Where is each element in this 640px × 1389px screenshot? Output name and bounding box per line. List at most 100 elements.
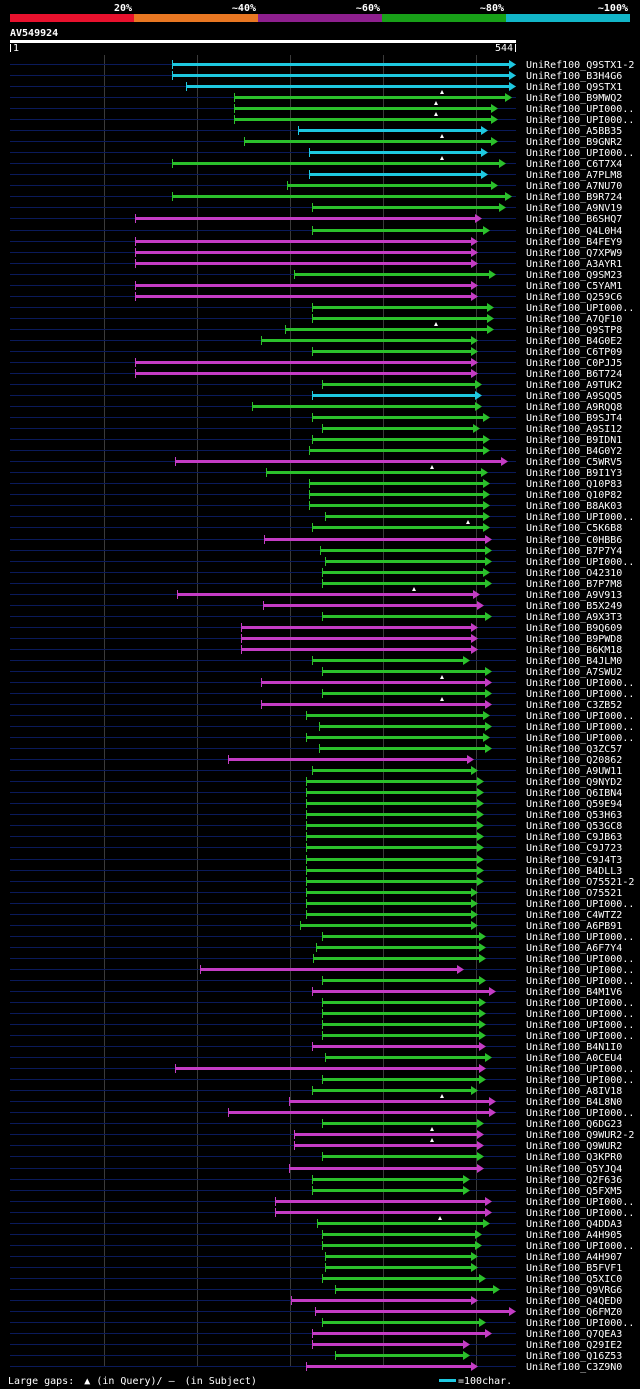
hit-label[interactable]: UniRef100_UPI000.. <box>526 954 634 965</box>
hit-label[interactable]: UniRef100_Q10P82 <box>526 490 622 501</box>
hit-label[interactable]: UniRef100_B9IDN1 <box>526 435 622 446</box>
hit-label[interactable]: UniRef100_C9J723 <box>526 843 622 854</box>
hit-label[interactable]: UniRef100_UPI000.. <box>526 1108 634 1119</box>
hit-label[interactable]: UniRef100_UPI000.. <box>526 1075 634 1086</box>
hit-label[interactable]: UniRef100_Q20862 <box>526 755 622 766</box>
hit-label[interactable]: UniRef100_A9SI12 <box>526 424 622 435</box>
hit-label[interactable]: UniRef100_UPI000.. <box>526 1241 634 1252</box>
hit-label[interactable]: UniRef100_UPI000.. <box>526 678 634 689</box>
hit-label[interactable]: UniRef100_A0CEU4 <box>526 1053 622 1064</box>
hit-label[interactable]: UniRef100_C6TP09 <box>526 347 622 358</box>
hit-label[interactable]: UniRef100_A3AYR1 <box>526 259 622 270</box>
hit-label[interactable]: UniRef100_C4WTZ2 <box>526 910 622 921</box>
hit-label[interactable]: UniRef100_UPI000.. <box>526 1208 634 1219</box>
hit-label[interactable]: UniRef100_UPI000.. <box>526 104 634 115</box>
hit-label[interactable]: UniRef100_Q2F636 <box>526 1175 622 1186</box>
hit-label[interactable]: UniRef100_B9Q609 <box>526 623 622 634</box>
hit-label[interactable]: UniRef100_B5FVF1 <box>526 1263 622 1274</box>
hit-label[interactable]: UniRef100_Q9WUR2 <box>526 1141 622 1152</box>
hit-label[interactable]: UniRef100_C3ZB52 <box>526 700 622 711</box>
hit-label[interactable]: UniRef100_UPI000.. <box>526 557 634 568</box>
hit-label[interactable]: UniRef100_Q59E94 <box>526 799 622 810</box>
hit-label[interactable]: UniRef100_UPI000.. <box>526 711 634 722</box>
hit-label[interactable]: UniRef100_Q53GC8 <box>526 821 622 832</box>
hit-label[interactable]: UniRef100_B4JLM0 <box>526 656 622 667</box>
hit-label[interactable]: UniRef100_C0HBB6 <box>526 535 622 546</box>
hit-label[interactable]: UniRef100_UPI000.. <box>526 722 634 733</box>
hit-label[interactable]: UniRef100_UPI000.. <box>526 512 634 523</box>
hit-label[interactable]: UniRef100_Q29IE2 <box>526 1340 622 1351</box>
hit-label[interactable]: UniRef100_B4N1I0 <box>526 1042 622 1053</box>
hit-label[interactable]: UniRef100_Q4L0H4 <box>526 226 622 237</box>
hit-label[interactable]: UniRef100_UPI000.. <box>526 965 634 976</box>
hit-label[interactable]: UniRef100_Q16Z53 <box>526 1351 622 1362</box>
hit-label[interactable]: UniRef100_UPI000.. <box>526 1009 634 1020</box>
hit-label[interactable]: UniRef100_B4L8N0 <box>526 1097 622 1108</box>
hit-label[interactable]: UniRef100_UPI000.. <box>526 1318 634 1329</box>
hit-label[interactable]: UniRef100_Q7QEA3 <box>526 1329 622 1340</box>
hit-label[interactable]: UniRef100_A9TUK2 <box>526 380 622 391</box>
hit-label[interactable]: UniRef100_Q9SM23 <box>526 270 622 281</box>
hit-label[interactable]: UniRef100_UPI000.. <box>526 1064 634 1075</box>
hit-label[interactable]: UniRef100_Q3KPR0 <box>526 1152 622 1163</box>
hit-label[interactable]: UniRef100_Q9STP8 <box>526 325 622 336</box>
hit-label[interactable]: UniRef100_A7SWU2 <box>526 667 622 678</box>
hit-label[interactable]: UniRef100_C5YAM1 <box>526 281 622 292</box>
hit-label[interactable]: UniRef100_Q9NYD2 <box>526 777 622 788</box>
hit-label[interactable]: UniRef100_UPI000.. <box>526 733 634 744</box>
hit-label[interactable]: UniRef100_A7QF10 <box>526 314 622 325</box>
hit-label[interactable]: UniRef100_A9UW11 <box>526 766 622 777</box>
hit-label[interactable]: UniRef100_Q259C6 <box>526 292 622 303</box>
hit-label[interactable]: UniRef100_A5BB35 <box>526 126 622 137</box>
hit-label[interactable]: UniRef100_Q5FXM5 <box>526 1186 622 1197</box>
hit-label[interactable]: UniRef100_B8AK03 <box>526 501 622 512</box>
hit-label[interactable]: UniRef100_Q10P83 <box>526 479 622 490</box>
hit-label[interactable]: UniRef100_UPI000.. <box>526 303 634 314</box>
hit-label[interactable]: UniRef100_Q9STX1 <box>526 82 622 93</box>
hit-label[interactable]: UniRef100_B5X249 <box>526 601 622 612</box>
hit-label[interactable]: UniRef100_B6T724 <box>526 369 622 380</box>
hit-label[interactable]: UniRef100_Q4DDA3 <box>526 1219 622 1230</box>
hit-label[interactable]: UniRef100_UPI000.. <box>526 976 634 987</box>
hit-label[interactable]: UniRef100_A4H907 <box>526 1252 622 1263</box>
hit-label[interactable]: UniRef100_A8IV18 <box>526 1086 622 1097</box>
hit-label[interactable]: UniRef100_Q3ZC57 <box>526 744 622 755</box>
hit-label[interactable]: UniRef100_A7NU70 <box>526 181 622 192</box>
hit-label[interactable]: UniRef100_B4M1V6 <box>526 987 622 998</box>
hit-label[interactable]: UniRef100_Q9VRG6 <box>526 1285 622 1296</box>
hit-label[interactable]: UniRef100_A9NV19 <box>526 203 622 214</box>
hit-label[interactable]: UniRef100_Q4QED0 <box>526 1296 622 1307</box>
hit-label[interactable]: UniRef100_O75521-2 <box>526 877 634 888</box>
hit-label[interactable]: UniRef100_B9SJT4 <box>526 413 622 424</box>
hit-label[interactable]: UniRef100_UPI000.. <box>526 1197 634 1208</box>
hit-label[interactable]: UniRef100_B9R724 <box>526 192 622 203</box>
hit-label[interactable]: UniRef100_B4FEY9 <box>526 237 622 248</box>
hit-label[interactable]: UniRef100_B4G0Y2 <box>526 446 622 457</box>
hit-label[interactable]: UniRef100_Q5YJQ4 <box>526 1164 622 1175</box>
hit-label[interactable]: UniRef100_B4DLL3 <box>526 866 622 877</box>
hit-label[interactable]: UniRef100_A7PLM8 <box>526 170 622 181</box>
hit-label[interactable]: UniRef100_B9MWQ2 <box>526 93 622 104</box>
hit-label[interactable]: UniRef100_B4G0E2 <box>526 336 622 347</box>
hit-label[interactable]: UniRef100_B9PWD8 <box>526 634 622 645</box>
hit-label[interactable]: UniRef100_O75521 <box>526 888 622 899</box>
hit-label[interactable]: UniRef100_A9RQQ8 <box>526 402 622 413</box>
hit-label[interactable]: UniRef100_C5K6B8 <box>526 523 622 534</box>
hit-label[interactable]: UniRef100_A9V913 <box>526 590 622 601</box>
hit-label[interactable]: UniRef100_A9SQQ5 <box>526 391 622 402</box>
hit-label[interactable]: UniRef100_C6T7X4 <box>526 159 622 170</box>
hit-label[interactable]: UniRef100_UPI000.. <box>526 115 634 126</box>
hit-label[interactable]: UniRef100_A6PB91 <box>526 921 622 932</box>
hit-label[interactable]: UniRef100_Q53H63 <box>526 810 622 821</box>
hit-label[interactable]: UniRef100_Q6IBN4 <box>526 788 622 799</box>
hit-label[interactable]: UniRef100_A4H905 <box>526 1230 622 1241</box>
hit-label[interactable]: UniRef100_B9I1Y3 <box>526 468 622 479</box>
hit-label[interactable]: UniRef100_C9J4T3 <box>526 855 622 866</box>
hit-label[interactable]: UniRef100_UPI000.. <box>526 1031 634 1042</box>
hit-label[interactable]: UniRef100_B6KM18 <box>526 645 622 656</box>
hit-label[interactable]: UniRef100_Q6DG23 <box>526 1119 622 1130</box>
hit-label[interactable]: UniRef100_B7P7M8 <box>526 579 622 590</box>
hit-label[interactable]: UniRef100_Q5XIC0 <box>526 1274 622 1285</box>
hit-label[interactable]: UniRef100_A6F7Y4 <box>526 943 622 954</box>
hit-label[interactable]: UniRef100_C0PJJ5 <box>526 358 622 369</box>
